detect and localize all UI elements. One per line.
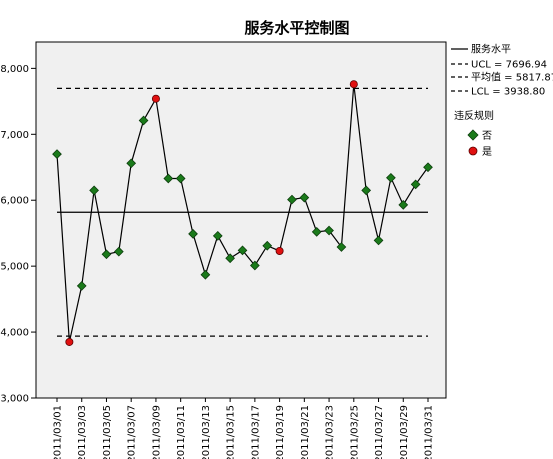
y-tick-label: 4,000 — [0, 328, 29, 339]
x-tick-label: 2011/03/27 — [374, 405, 385, 459]
data-point — [52, 149, 62, 159]
x-tick-label: 2011/03/05 — [102, 405, 113, 459]
x-tick-label: 2011/03/07 — [127, 405, 138, 459]
data-point-violation — [275, 246, 284, 255]
x-tick-label: 2011/03/17 — [250, 405, 261, 459]
data-point — [386, 172, 396, 183]
data-point-violation — [349, 80, 358, 89]
legend-line-label: 平均值 = 5817.87 — [471, 71, 553, 84]
x-tick-label: 2011/03/19 — [275, 405, 286, 459]
data-point — [126, 158, 137, 169]
y-tick-label: 7,000 — [0, 130, 29, 141]
legend-marker-circle — [468, 146, 478, 156]
data-point — [76, 281, 87, 291]
data-point — [250, 260, 260, 271]
data-point — [200, 269, 211, 280]
legend-marker-label: 否 — [482, 130, 492, 142]
data-point — [262, 240, 273, 251]
data-point — [113, 246, 124, 257]
data-point — [287, 194, 297, 205]
data-point — [89, 185, 99, 196]
data-point — [410, 179, 421, 190]
data-point — [188, 228, 198, 239]
x-tick-label: 2011/03/31 — [424, 405, 435, 459]
x-tick-label: 2011/03/15 — [226, 405, 237, 459]
x-tick-label: 2011/03/03 — [77, 405, 88, 459]
data-point — [336, 242, 347, 252]
y-tick-label: 6,000 — [0, 196, 29, 207]
series-layer — [52, 80, 433, 346]
plot-area — [35, 41, 447, 399]
data-point — [175, 173, 186, 184]
data-point — [101, 249, 112, 260]
data-point — [423, 162, 433, 173]
x-tick-label: 2011/03/21 — [300, 405, 311, 459]
legend-marker-label: 是 — [482, 146, 492, 158]
data-point — [398, 199, 409, 210]
data-point — [237, 245, 248, 256]
data-point — [311, 227, 322, 237]
data-point-violation — [151, 94, 160, 103]
y-tick-label: 3,000 — [0, 394, 29, 405]
x-tick-label: 2011/03/13 — [201, 405, 212, 459]
data-point — [361, 185, 372, 196]
x-tick-label: 2011/03/23 — [325, 405, 336, 459]
legend-line-label: 服务水平 — [471, 43, 511, 56]
y-tick-label: 8,000 — [0, 64, 29, 75]
x-tick-label: 2011/03/01 — [53, 405, 64, 459]
legend-line-label: LCL = 3938.80 — [471, 87, 545, 98]
data-point — [373, 235, 384, 246]
x-tick-label: 2011/03/29 — [399, 405, 410, 459]
x-axis: 2011/03/01 2011/03/03 2011/03/05 2011/03/07… — [53, 398, 435, 459]
data-point — [299, 192, 310, 203]
chart-title: 服务水平控制图 — [244, 19, 349, 37]
data-point — [163, 173, 174, 184]
legend-group-title: 违反规则 — [454, 109, 494, 122]
legend-marker-diamond — [467, 129, 479, 141]
y-axis: 3,000 4,000 5,000 6,000 7,000 8,000 — [0, 64, 36, 405]
data-point — [212, 230, 223, 241]
data-point — [225, 253, 235, 264]
data-point — [324, 225, 334, 236]
x-tick-label: 2011/03/09 — [151, 405, 162, 459]
legend-line-label: UCL = 7696.94 — [471, 60, 547, 71]
data-point-violation — [65, 337, 74, 346]
data-point — [138, 115, 149, 126]
control-lines — [57, 87, 428, 337]
y-tick-label: 5,000 — [0, 262, 29, 273]
x-tick-label: 2011/03/25 — [349, 405, 360, 459]
x-tick-label: 2011/03/11 — [176, 405, 187, 459]
